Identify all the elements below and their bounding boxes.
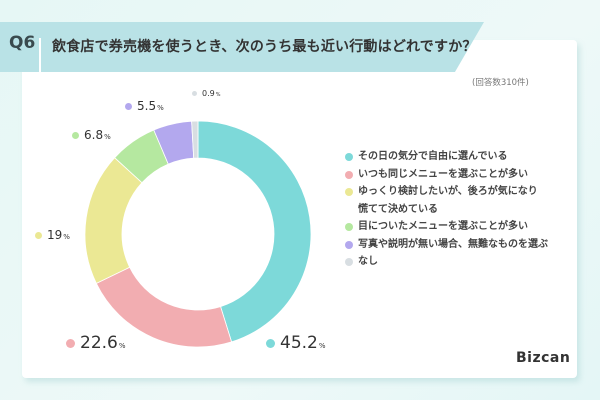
purple-swatch-icon — [345, 240, 353, 249]
label-6-8: 6.8% — [72, 128, 111, 142]
chart-legend: その日の気分で自由に選んでいる いつも同じメニューを選ぶことが多い ゆっくり検討… — [345, 148, 548, 271]
legend-item: 写真や説明が無い場合、無難なものを選ぶ — [345, 236, 548, 254]
teal-swatch-icon — [345, 153, 353, 161]
donut-slice — [191, 120, 199, 159]
label-22-6: 22.6% — [66, 333, 126, 353]
gray-dot-icon — [192, 91, 197, 96]
legend-item: その日の気分で自由に選んでいる — [345, 148, 548, 166]
label-19: 19% — [35, 228, 70, 242]
question-title: 飲食店で券売機を使うとき、次のうち最も近い行動はどれですか？ — [52, 39, 477, 55]
response-count: (回答数310件) — [472, 78, 529, 88]
yellow-swatch-icon — [345, 188, 353, 196]
gray-swatch-icon — [345, 258, 353, 266]
purple-dot-icon — [125, 102, 132, 110]
legend-item: なし — [345, 253, 548, 271]
question-header-band — [0, 22, 484, 72]
donut-slice — [84, 157, 143, 284]
label-45-2: 45.2% — [266, 333, 326, 353]
donut-slice — [197, 120, 312, 343]
teal-dot-icon — [266, 338, 275, 348]
header-divider — [39, 38, 41, 72]
legend-item: ゆっくり検討したいが、後ろが気になり 慌てて決めている — [345, 183, 548, 218]
bizcan-logo: Bizcan — [516, 350, 571, 366]
pink-dot-icon — [66, 338, 75, 348]
label-0-9: 0.9% — [192, 89, 221, 98]
yellow-dot-icon — [35, 231, 42, 239]
pink-swatch-icon — [345, 170, 353, 179]
label-5-5: 5.5% — [125, 99, 164, 113]
green-swatch-icon — [345, 223, 353, 231]
green-dot-icon — [72, 131, 79, 139]
question-number: Q6 — [9, 33, 36, 53]
legend-item: 目についたメニューを選ぶことが多い — [345, 218, 548, 236]
legend-item: いつも同じメニューを選ぶことが多い — [345, 166, 548, 184]
